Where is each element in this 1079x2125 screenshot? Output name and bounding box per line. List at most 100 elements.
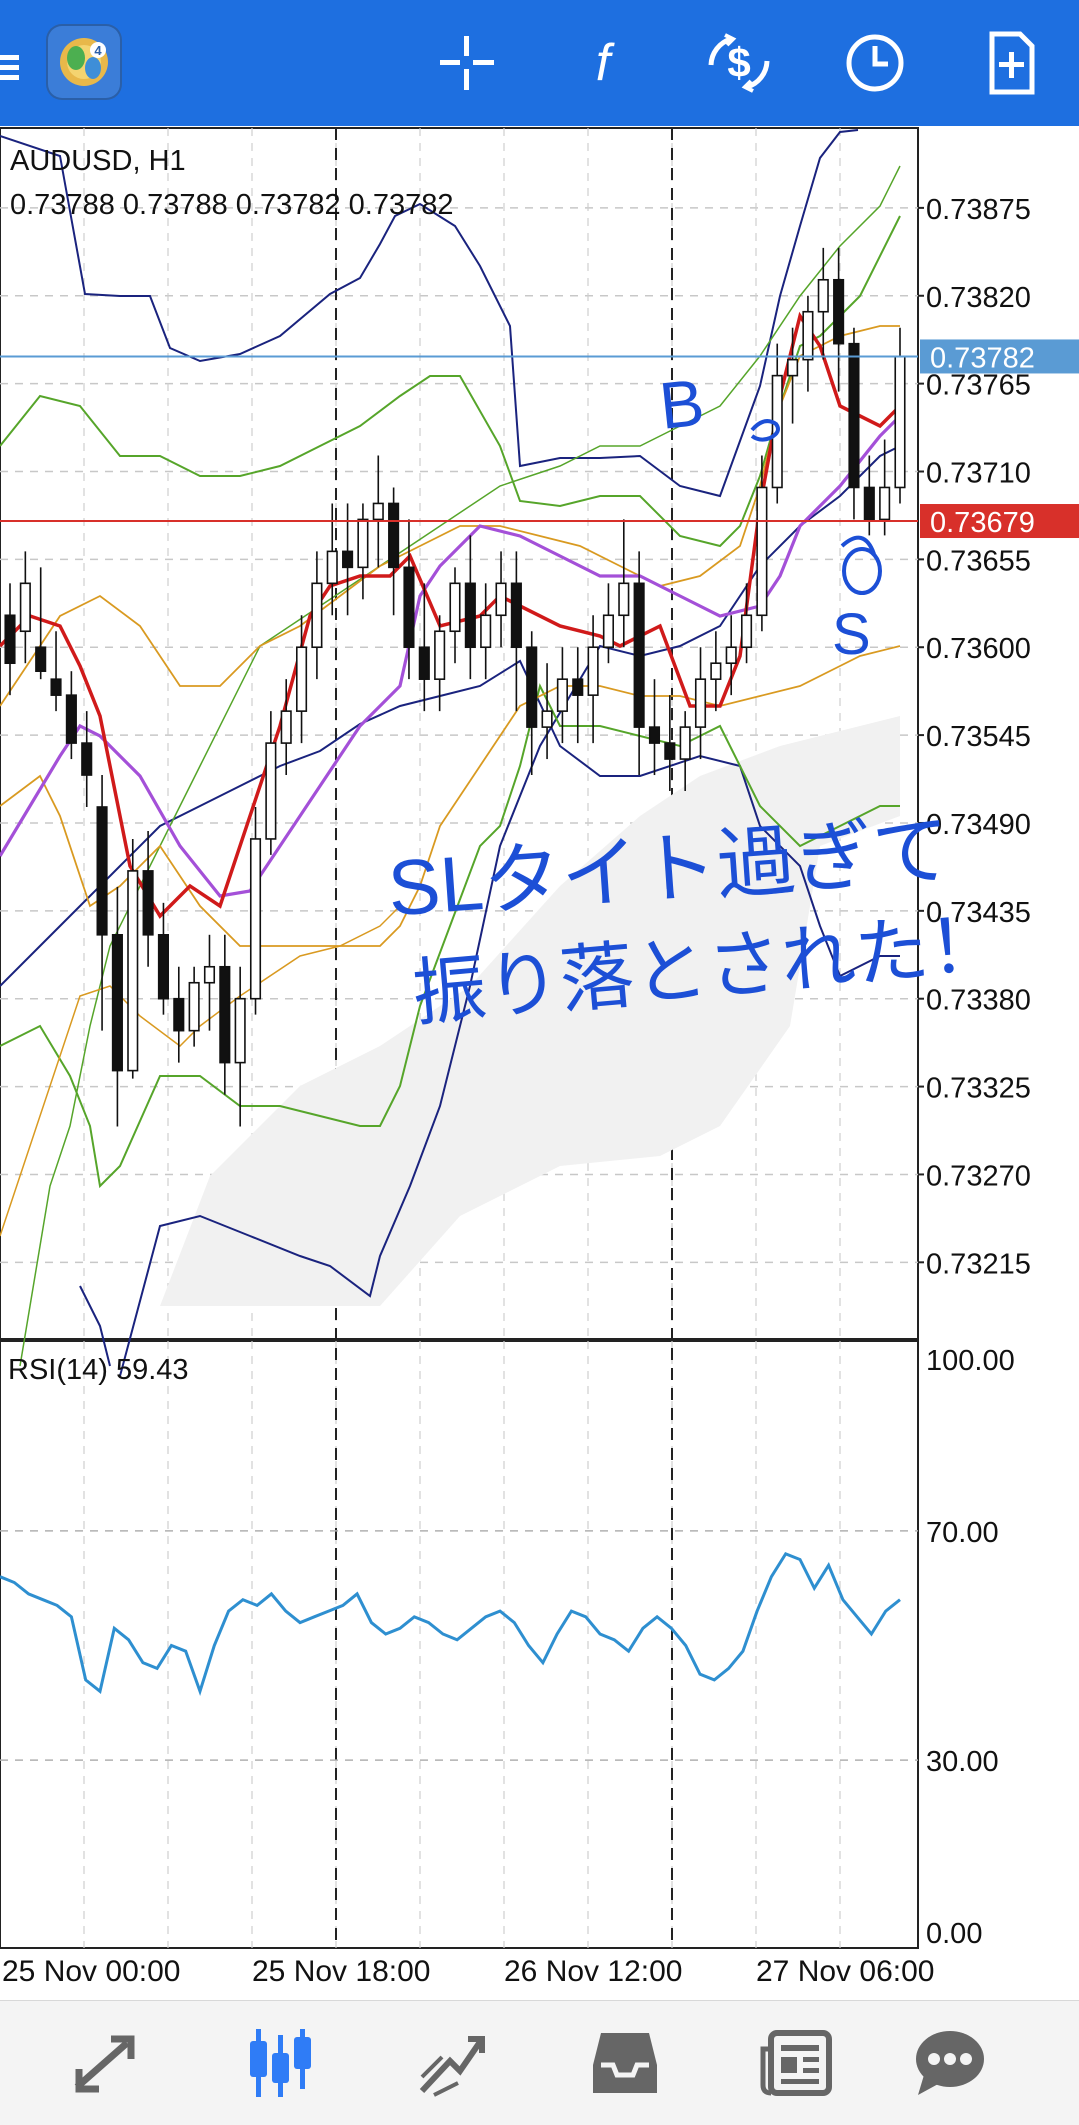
- chat-icon[interactable]: [900, 2023, 1000, 2103]
- candle-body-bull: [618, 582, 630, 617]
- candle-body-bull: [280, 710, 292, 744]
- candle-body-bull: [787, 358, 799, 377]
- candle-body-bear: [833, 278, 845, 345]
- candle: [633, 551, 645, 776]
- price-tick-label: 0.73325: [926, 1073, 1031, 1105]
- price-tick-label: 0.73545: [926, 721, 1031, 753]
- candle-body-bull: [541, 710, 553, 728]
- candle-body-bear: [35, 646, 47, 672]
- crosshair-icon[interactable]: [422, 18, 512, 108]
- candle: [879, 439, 891, 536]
- candle: [265, 711, 277, 855]
- candle-body-bear: [157, 934, 170, 1000]
- ohlc-label: 0.73788 0.73788 0.73782 0.73782: [10, 189, 453, 221]
- price-tick-label: 0.73215: [926, 1248, 1031, 1280]
- candle: [740, 583, 753, 664]
- candle: [311, 551, 323, 680]
- function-indicator-icon[interactable]: f: [558, 18, 648, 108]
- candle: [4, 583, 16, 696]
- candle-body-bull: [434, 630, 446, 680]
- candle-body-bull: [740, 614, 753, 649]
- chart-area[interactable]: 0.73782 0.73679 0.73875 0.73820 0.73765 0.73…: [0, 126, 1079, 2000]
- candle-body-bear: [65, 694, 77, 744]
- symbol-label: AUDUSD, H1: [10, 145, 186, 177]
- annotation-circle-stroke: [840, 535, 876, 555]
- metatrader-logo-icon[interactable]: 4: [42, 20, 126, 104]
- candle: [664, 695, 676, 792]
- candle-body-bear: [342, 550, 354, 569]
- price-level-label: 0.73782: [930, 342, 1035, 374]
- bollinger-lower-green: [0, 683, 900, 1189]
- price-tick-label: 0.73820: [926, 282, 1031, 314]
- candle-body-bear: [572, 678, 584, 696]
- candle: [219, 934, 231, 1095]
- candle-body-bull: [587, 646, 599, 696]
- quotes-arrows-icon[interactable]: [55, 2023, 155, 2103]
- time-tick-label: 26 Nov 12:00: [504, 1955, 682, 1988]
- trade-dollar-icon[interactable]: $: [694, 18, 784, 108]
- candle: [295, 615, 308, 744]
- history-inbox-icon[interactable]: [575, 2023, 675, 2103]
- envelope-diagonal-orange: [0, 905, 401, 1237]
- candle-body-bear: [633, 582, 645, 728]
- candle: [357, 503, 369, 600]
- svg-text:$: $: [727, 39, 750, 86]
- candle-body-bull: [295, 646, 308, 712]
- ichimoku-cloud: [160, 716, 900, 1306]
- trade-line-icon[interactable]: [402, 2023, 502, 2103]
- candle-body-bear: [664, 742, 676, 760]
- envelope-lower-orange: [0, 645, 901, 947]
- candle: [81, 711, 93, 807]
- bottom-navigation: [0, 2000, 1079, 2125]
- candle: [142, 830, 154, 967]
- candles: [4, 247, 906, 1127]
- bollinger-lower-inner: [119, 445, 901, 1377]
- price-tick-label: 0.73435: [926, 897, 1031, 929]
- candle: [449, 567, 461, 664]
- candle-body-bear: [648, 726, 661, 744]
- candle: [787, 327, 799, 424]
- rsi-tick-label: 70.00: [926, 1517, 999, 1549]
- candle: [418, 583, 430, 712]
- new-order-document-icon[interactable]: [966, 18, 1056, 108]
- candle: [694, 647, 707, 760]
- candle: [203, 934, 216, 1031]
- annotation-buy-mark: [750, 419, 780, 442]
- candle-body-bear: [464, 582, 476, 649]
- bollinger-lower-tail: [79, 1285, 111, 1367]
- candle: [725, 615, 737, 696]
- candle-body-bull: [694, 678, 707, 728]
- rsi-line: [0, 1551, 901, 1697]
- candle-body-bull: [127, 870, 139, 1072]
- candle-body-bull: [480, 614, 492, 649]
- cloud-shape: [160, 716, 900, 1306]
- candle: [618, 519, 630, 648]
- chart-candles-icon[interactable]: [230, 2023, 330, 2103]
- news-icon[interactable]: [747, 2023, 847, 2103]
- candle: [157, 902, 170, 1015]
- candle-body-bear: [96, 806, 108, 936]
- candle-body-bear: [510, 582, 522, 649]
- price-tick-label: 0.73380: [926, 985, 1031, 1017]
- candle-body-bull: [725, 646, 737, 665]
- candle: [541, 663, 553, 760]
- candle: [587, 615, 599, 744]
- candle-body-bull: [249, 838, 262, 1000]
- price-tick-label: 0.73765: [926, 370, 1031, 402]
- candle: [403, 519, 415, 680]
- candle: [280, 679, 292, 776]
- candle: [510, 551, 522, 712]
- candle: [127, 838, 139, 1079]
- price-tick-label: 0.73490: [926, 809, 1031, 841]
- candle: [648, 679, 661, 776]
- clock-timeframe-icon[interactable]: [830, 18, 920, 108]
- candle: [372, 455, 384, 568]
- candle: [572, 647, 584, 744]
- moving-average-purple: [0, 414, 902, 898]
- candle-body-bull: [756, 486, 768, 617]
- candle: [679, 711, 691, 792]
- candle: [756, 455, 768, 632]
- hamburger-menu-icon[interactable]: [0, 22, 40, 112]
- candle-body-bull: [372, 502, 384, 521]
